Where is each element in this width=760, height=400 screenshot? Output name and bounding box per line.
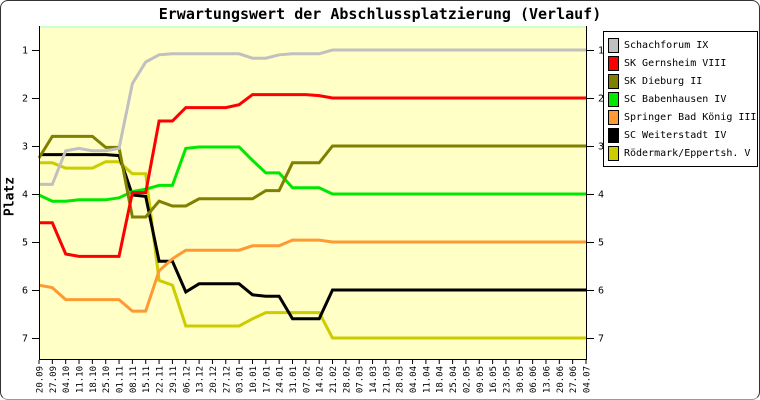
- x-tick-label: 06.12: [182, 366, 192, 393]
- x-tick-label: 06.06: [529, 366, 539, 393]
- y-tick-label-left: 3: [22, 142, 28, 153]
- x-tick-label: 27.06: [569, 366, 579, 393]
- legend-swatch: [608, 37, 619, 53]
- legend-item: Rödermark/Eppertsh. V: [608, 144, 755, 162]
- y-tick-label-right: 2: [598, 94, 604, 105]
- series-line-sc-babenhausen-iv: [38, 145, 586, 203]
- y-tick-label-right: 6: [598, 286, 604, 297]
- y-tick-label-right: 7: [598, 334, 604, 345]
- x-tick-label: 08.11: [129, 366, 139, 393]
- legend-swatch: [608, 55, 619, 71]
- x-tick-label: 11.04: [422, 366, 432, 393]
- legend-item: SC Babenhausen IV: [608, 90, 755, 108]
- legend: Schachforum IX SK Gernsheim VIII SK Diebur…: [603, 31, 758, 167]
- legend-swatch: [608, 109, 619, 125]
- x-tick-label: 30.05: [516, 366, 526, 393]
- legend-item: Springer Bad König III: [608, 108, 757, 126]
- x-tick-label: 14.02: [316, 366, 326, 393]
- x-tick-label: 01.11: [116, 366, 126, 393]
- chart-title: Erwartungswert der Abschlussplatzierung …: [158, 5, 602, 23]
- series-line-sc-weiterstadt-iv: [39, 153, 586, 321]
- x-tick-label: 14.03: [369, 366, 379, 393]
- series-line-sk-gernsheim-viii: [39, 93, 586, 258]
- x-tick-label: 18.04: [436, 366, 446, 393]
- y-tick-label-right: 1: [598, 46, 604, 57]
- x-tick-label: 21.03: [382, 366, 392, 393]
- x-tick-label: 28.03: [396, 366, 406, 393]
- series-line-springer-bad-k-nig-iii: [38, 238, 586, 313]
- x-tick-label: 20.09: [36, 366, 46, 393]
- x-tick-label: 07.03: [356, 366, 366, 393]
- legend-label: SC Babenhausen IV: [624, 93, 727, 105]
- x-tick-label: 04.10: [62, 366, 72, 393]
- x-tick-label: 21.02: [329, 366, 339, 393]
- x-tick-label: 27.12: [222, 366, 232, 393]
- x-tick-label: 11.10: [76, 366, 86, 393]
- x-tick-label: 03.01: [236, 366, 246, 393]
- x-tick-label: 28.02: [342, 366, 352, 393]
- y-tick-label-left: 1: [22, 46, 28, 57]
- legend-item: SK Dieburg II: [608, 72, 755, 90]
- x-tick-label: 25.10: [102, 366, 112, 393]
- x-tick-label: 16.05: [489, 366, 499, 393]
- legend-label: Schachforum IX: [624, 39, 709, 51]
- x-tick-label: 04.07: [583, 366, 593, 393]
- legend-label: SK Dieburg II: [624, 75, 703, 87]
- y-tick-label-left: 6: [22, 286, 28, 297]
- series-line-r-dermark-eppertsh-v: [39, 160, 586, 340]
- x-tick-label: 20.06: [556, 366, 566, 393]
- x-tick-label: 20.12: [209, 366, 219, 393]
- x-tick-label: 10.01: [249, 366, 259, 393]
- y-tick-label-right: 4: [598, 190, 604, 201]
- x-tick-label: 25.04: [449, 366, 459, 393]
- x-tick-label: 17.01: [262, 366, 272, 393]
- y-tick-label-right: 3: [598, 142, 604, 153]
- x-tick-label: 22.11: [156, 366, 166, 393]
- y-tick-label-left: 4: [22, 190, 28, 201]
- legend-swatch: [608, 145, 619, 161]
- legend-swatch: [608, 91, 619, 107]
- series-line-schachforum-ix: [39, 48, 586, 186]
- x-tick-label: 31.01: [289, 366, 299, 393]
- x-tick-label: 13.06: [542, 366, 552, 393]
- x-tick-label: 09.05: [476, 366, 486, 393]
- x-tick-label: 29.11: [169, 366, 179, 393]
- x-tick-label: 18.10: [89, 366, 99, 393]
- legend-label: SC Weiterstadt IV: [624, 129, 727, 141]
- legend-label: Springer Bad König III: [624, 111, 757, 123]
- y-tick-label-left: 2: [22, 94, 28, 105]
- x-tick-label: 13.12: [196, 366, 206, 393]
- y-tick-label-left: 7: [22, 334, 28, 345]
- x-tick-label: 02.05: [462, 366, 472, 393]
- x-tick-label: 15.11: [142, 366, 152, 393]
- legend-item: Schachforum IX: [608, 36, 755, 54]
- x-tick-label: 24.01: [276, 366, 286, 393]
- x-tick-label: 04.04: [409, 366, 419, 393]
- y-tick-label-left: 5: [22, 238, 28, 249]
- legend-label: SK Gernsheim VIII: [624, 57, 727, 69]
- x-tick-label: 07.02: [302, 366, 312, 393]
- legend-swatch: [608, 127, 619, 143]
- legend-swatch: [608, 73, 619, 89]
- x-tick-label: 23.05: [502, 366, 512, 393]
- legend-item: SC Weiterstadt IV: [608, 126, 755, 144]
- y-tick-label-right: 5: [598, 238, 604, 249]
- x-tick-label: 27.09: [49, 366, 59, 393]
- legend-item: SK Gernsheim VIII: [608, 54, 755, 72]
- legend-label: Rödermark/Eppertsh. V: [624, 147, 751, 159]
